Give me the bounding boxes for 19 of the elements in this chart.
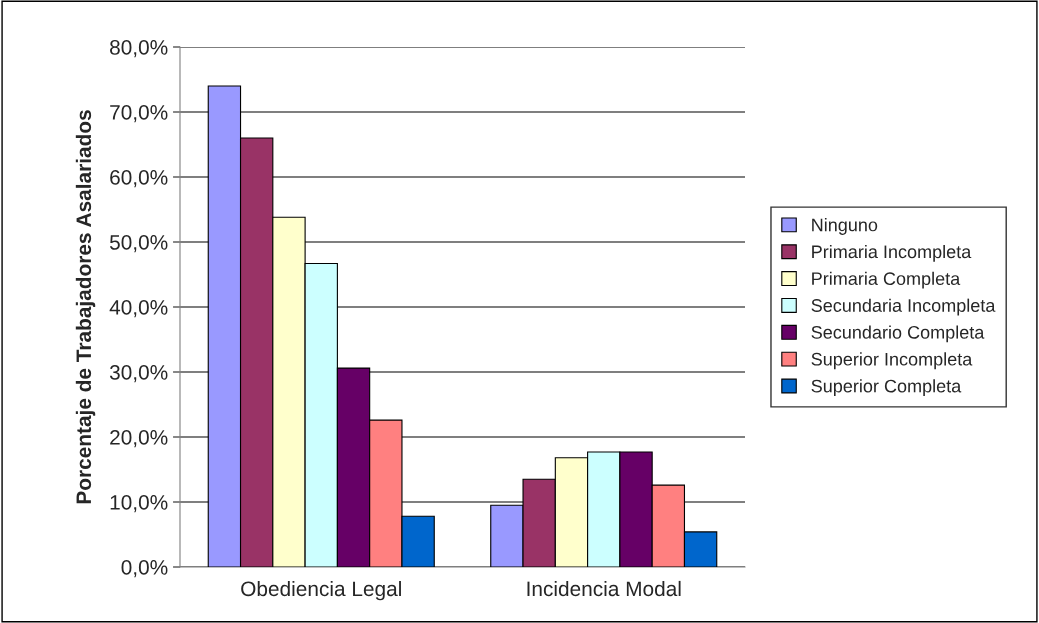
legend-label: Superior Completa xyxy=(811,379,962,397)
legend-label: Secundaria Incompleta xyxy=(811,298,996,316)
y-tick-label: 80,0% xyxy=(110,40,168,58)
y-tick-label: 60,0% xyxy=(110,170,168,188)
legend-label: Secundario Completa xyxy=(811,325,985,343)
legend-label: Primaria Completa xyxy=(812,271,961,289)
x-tick-label: Incidencia Modal xyxy=(527,580,681,597)
y-tick-label: 0,0% xyxy=(121,560,168,578)
y-axis-title: Porcentaje de Trabajadores Asalariados xyxy=(75,110,96,504)
legend-label: Superior Incompleta xyxy=(811,352,973,370)
y-tick-label: 70,0% xyxy=(110,105,168,123)
legend-label: Ninguno xyxy=(812,218,878,235)
x-tick-label: Obediencia Legal xyxy=(241,580,401,601)
y-tick-label: 10,0% xyxy=(110,495,168,513)
y-tick-label: 30,0% xyxy=(109,365,168,383)
y-tick-label: 40,0% xyxy=(109,300,168,318)
y-tick-label: 20,0% xyxy=(110,430,168,448)
legend-label: Primaria Incompleta xyxy=(812,244,972,262)
y-tick-label: 50,0% xyxy=(109,235,168,253)
